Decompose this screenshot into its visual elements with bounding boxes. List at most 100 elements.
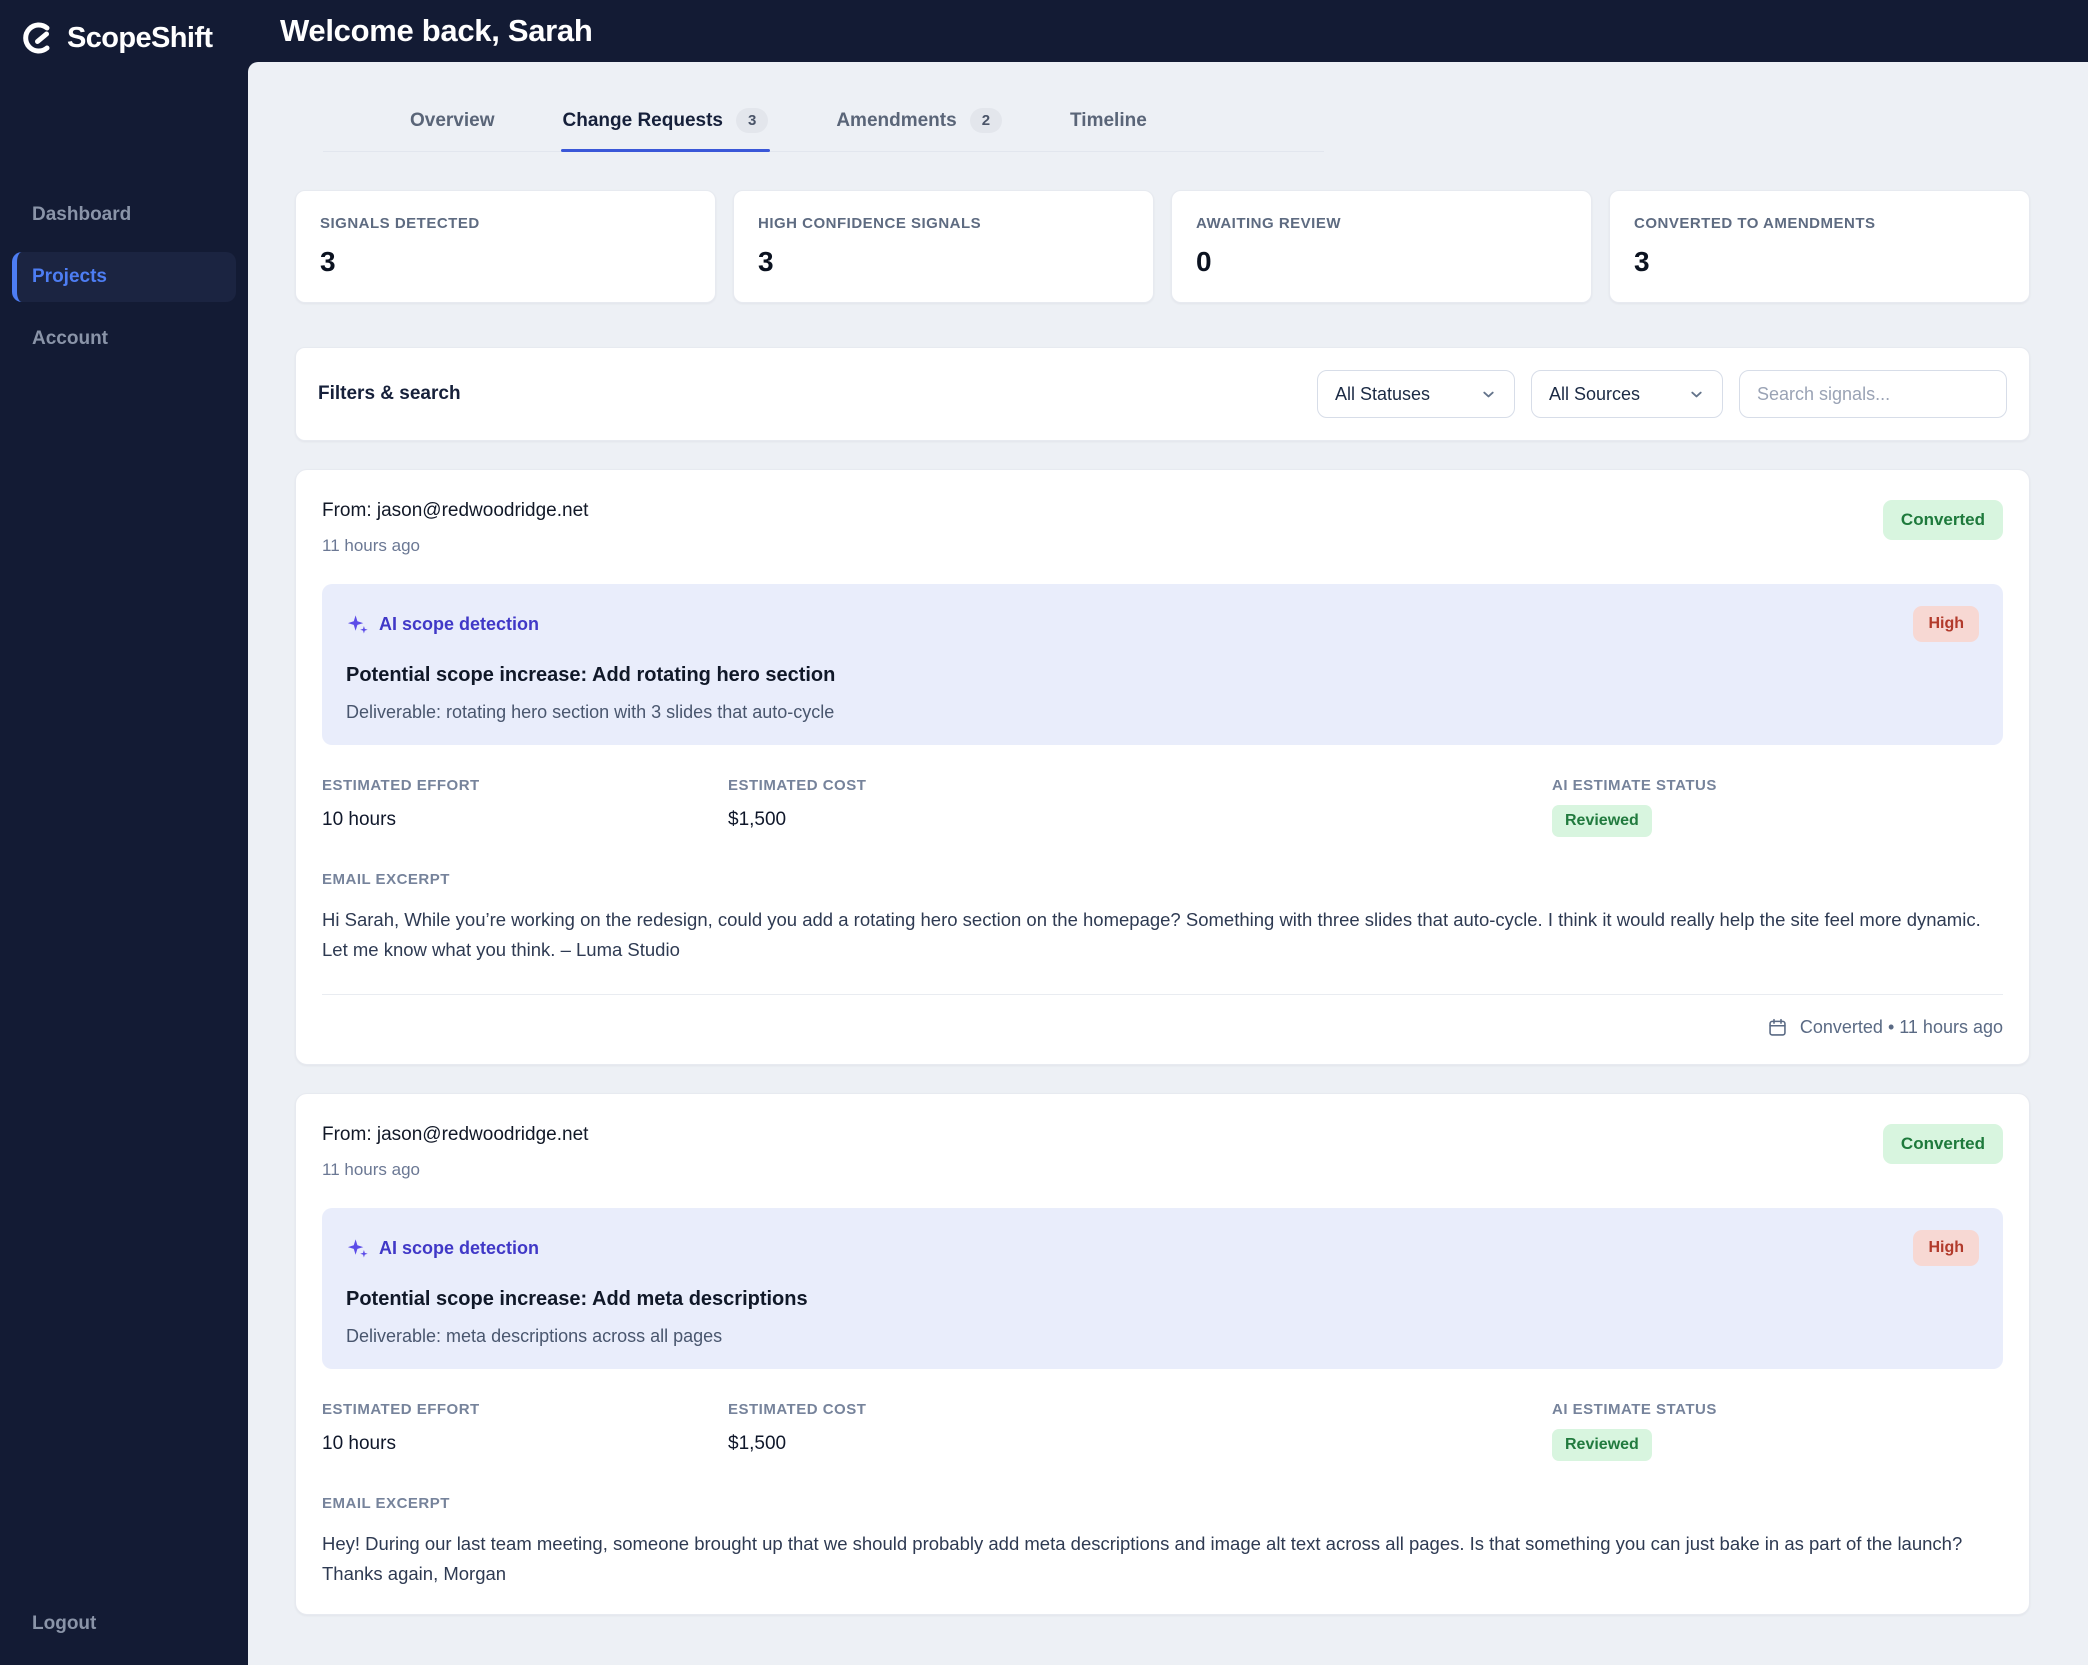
stat-label: AWAITING REVIEW <box>1196 215 1342 232</box>
stat-label: CONVERTED TO AMENDMENTS <box>1634 215 1876 232</box>
filters-controls: All Statuses All Sources <box>1317 370 2007 418</box>
stat-value: 3 <box>320 246 336 277</box>
status-badge: Converted <box>1882 500 2003 540</box>
stat-label: SIGNALS DETECTED <box>320 215 480 232</box>
sidebar: ScopeShift Dashboard Projects Account Lo… <box>0 0 248 1665</box>
meta-value: 10 hours <box>322 1433 396 1455</box>
brand-logo[interactable]: ScopeShift <box>0 0 248 74</box>
ai-detection-box: AI scope detection High Potential scope … <box>322 1208 2003 1370</box>
stat-card-converted: CONVERTED TO AMENDMENTS 3 <box>1609 190 2030 303</box>
excerpt-label: EMAIL EXCERPT <box>322 871 450 888</box>
tab-label: Timeline <box>1070 109 1147 131</box>
sidebar-item-label: Projects <box>32 266 107 287</box>
meta-label: ESTIMATED COST <box>728 1401 867 1419</box>
sidebar-item-dashboard[interactable]: Dashboard <box>12 190 236 240</box>
meta-label: ESTIMATED EFFORT <box>322 1401 480 1419</box>
signal-header: From: jason@redwoodridge.net 11 hours ag… <box>322 1124 2003 1180</box>
ai-detection-label: AI scope detection <box>379 613 540 634</box>
sidebar-nav: Dashboard Projects Account <box>0 190 248 364</box>
signal-footer: Converted • 11 hours ago <box>322 994 2003 1038</box>
chevron-down-icon <box>1688 386 1705 403</box>
signal-title: Potential scope increase: Add meta descr… <box>346 1288 808 1311</box>
signal-meta-row: ESTIMATED EFFORT 10 hours ESTIMATED COST… <box>322 777 2003 837</box>
main-column: Welcome back, Sarah Overview Change Requ… <box>248 0 2088 1665</box>
tab-change-requests[interactable]: Change Requests 3 <box>560 92 771 152</box>
tab-bar: Overview Change Requests 3 Amendments 2 … <box>323 92 1324 152</box>
ai-detection-header: AI scope detection High <box>346 1230 1979 1267</box>
sidebar-item-label: Account <box>32 328 108 349</box>
scopeshift-logo-icon <box>20 20 56 56</box>
meta-ai-status: AI ESTIMATE STATUS Reviewed <box>1552 1401 2003 1462</box>
meta-effort: ESTIMATED EFFORT 10 hours <box>322 777 728 837</box>
logout-button[interactable]: Logout <box>32 1613 97 1634</box>
confidence-badge: High <box>1913 1230 1979 1267</box>
confidence-badge: High <box>1913 606 1979 642</box>
page-title: Welcome back, Sarah <box>280 13 593 48</box>
stat-value: 3 <box>758 246 774 277</box>
stat-value: 0 <box>1196 246 1212 277</box>
signal-deliverable: Deliverable: meta descriptions across al… <box>346 1326 723 1347</box>
stat-card-high-confidence: HIGH CONFIDENCE SIGNALS 3 <box>733 190 1154 303</box>
excerpt-label: EMAIL EXCERPT <box>322 1495 450 1513</box>
reviewed-badge: Reviewed <box>1552 1429 1652 1462</box>
source-filter-value: All Sources <box>1549 383 1641 404</box>
meta-ai-status: AI ESTIMATE STATUS Reviewed <box>1552 777 2003 837</box>
excerpt-text: Hey! During our last team meeting, someo… <box>322 1533 1963 1584</box>
status-filter-dropdown[interactable]: All Statuses <box>1317 370 1515 418</box>
reviewed-badge: Reviewed <box>1552 805 1652 837</box>
tab-count-badge: 3 <box>735 108 769 133</box>
tab-overview[interactable]: Overview <box>408 92 497 152</box>
top-header: Welcome back, Sarah <box>248 0 2088 62</box>
content-area: Overview Change Requests 3 Amendments 2 … <box>248 62 2088 1665</box>
ai-sparkle-icon <box>346 1237 369 1260</box>
meta-value: $1,500 <box>728 809 787 830</box>
stat-card-awaiting-review: AWAITING REVIEW 0 <box>1171 190 1592 303</box>
ai-detection-label: AI scope detection <box>379 1237 540 1258</box>
meta-label: ESTIMATED EFFORT <box>322 777 480 794</box>
stat-value: 3 <box>1634 246 1650 277</box>
stat-card-signals-detected: SIGNALS DETECTED 3 <box>295 190 716 303</box>
status-filter-value: All Statuses <box>1335 383 1431 404</box>
footer-status-text: Converted • 11 hours ago <box>1799 1017 2003 1038</box>
meta-label: AI ESTIMATE STATUS <box>1552 777 1717 794</box>
meta-value: 10 hours <box>322 809 396 830</box>
tab-label: Amendments <box>836 109 957 131</box>
signal-time: 11 hours ago <box>322 1160 420 1180</box>
tab-count-badge: 2 <box>969 108 1003 133</box>
ai-sparkle-icon <box>346 613 369 636</box>
excerpt-text: Hi Sarah, While you’re working on the re… <box>322 909 1981 960</box>
signal-meta-row: ESTIMATED EFFORT 10 hours ESTIMATED COST… <box>322 1401 2003 1462</box>
sidebar-item-label: Dashboard <box>32 204 132 225</box>
meta-label: AI ESTIMATE STATUS <box>1552 1401 1717 1419</box>
stat-label: HIGH CONFIDENCE SIGNALS <box>758 215 982 232</box>
calendar-icon <box>1767 1017 1788 1038</box>
source-filter-dropdown[interactable]: All Sources <box>1531 370 1723 418</box>
stats-row: SIGNALS DETECTED 3 HIGH CONFIDENCE SIGNA… <box>295 190 2030 303</box>
tab-amendments[interactable]: Amendments 2 <box>834 92 1004 152</box>
signal-header: From: jason@redwoodridge.net 11 hours ag… <box>322 500 2003 556</box>
signal-from: From: jason@redwoodridge.net <box>322 1124 589 1146</box>
meta-cost: ESTIMATED COST $1,500 <box>728 1401 1552 1461</box>
meta-value: $1,500 <box>728 1433 787 1455</box>
sidebar-item-projects[interactable]: Projects <box>12 252 236 302</box>
signal-card: From: jason@redwoodridge.net 11 hours ag… <box>295 1093 2030 1616</box>
tab-label: Change Requests <box>562 109 723 131</box>
search-input[interactable] <box>1739 370 2007 418</box>
signal-from: From: jason@redwoodridge.net <box>322 500 589 521</box>
filters-panel: Filters & search All Statuses All Source… <box>295 347 2030 441</box>
signal-time: 11 hours ago <box>322 536 420 555</box>
ai-detection-header: AI scope detection High <box>346 606 1979 642</box>
signal-title: Potential scope increase: Add rotating h… <box>346 664 836 686</box>
meta-cost: ESTIMATED COST $1,500 <box>728 777 1552 837</box>
brand-name: ScopeShift <box>67 21 213 54</box>
meta-label: ESTIMATED COST <box>728 777 867 794</box>
ai-detection-box: AI scope detection High Potential scope … <box>322 584 2003 745</box>
meta-effort: ESTIMATED EFFORT 10 hours <box>322 1401 728 1461</box>
sidebar-item-account[interactable]: Account <box>12 314 236 364</box>
tab-timeline[interactable]: Timeline <box>1068 92 1149 152</box>
signal-card: From: jason@redwoodridge.net 11 hours ag… <box>295 469 2030 1066</box>
tab-label: Overview <box>410 109 495 131</box>
status-badge: Converted <box>1882 1124 2003 1165</box>
chevron-down-icon <box>1480 386 1497 403</box>
filters-title: Filters & search <box>318 383 461 404</box>
